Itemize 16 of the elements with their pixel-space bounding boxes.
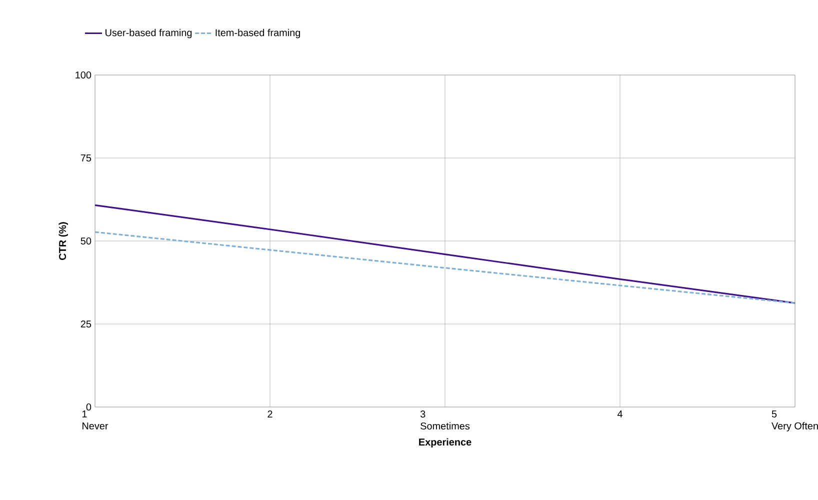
legend-label: Item-based framing: [216, 28, 300, 38]
y-axis-title: CTR (%): [58, 222, 68, 260]
x-tick-label: 1 Never: [82, 410, 108, 430]
x-axis-title: Experience: [419, 438, 472, 448]
legend-label: User-based framing: [106, 28, 192, 38]
y-tick-label: 25: [80, 320, 92, 328]
x-tick-label: 3 Sometimes: [420, 410, 470, 430]
x-tick-label: 5 Very Often: [772, 410, 818, 432]
y-tick-label: 75: [80, 154, 92, 162]
y-tick-label: 100: [76, 71, 92, 79]
line-series: [95, 204, 796, 304]
y-tick-label: 50: [80, 237, 92, 245]
y-tick-label: 0: [86, 403, 92, 411]
x-tick-label: 4: [617, 410, 622, 418]
x-tick-label: 2: [268, 410, 272, 418]
line-series: [95, 231, 796, 304]
